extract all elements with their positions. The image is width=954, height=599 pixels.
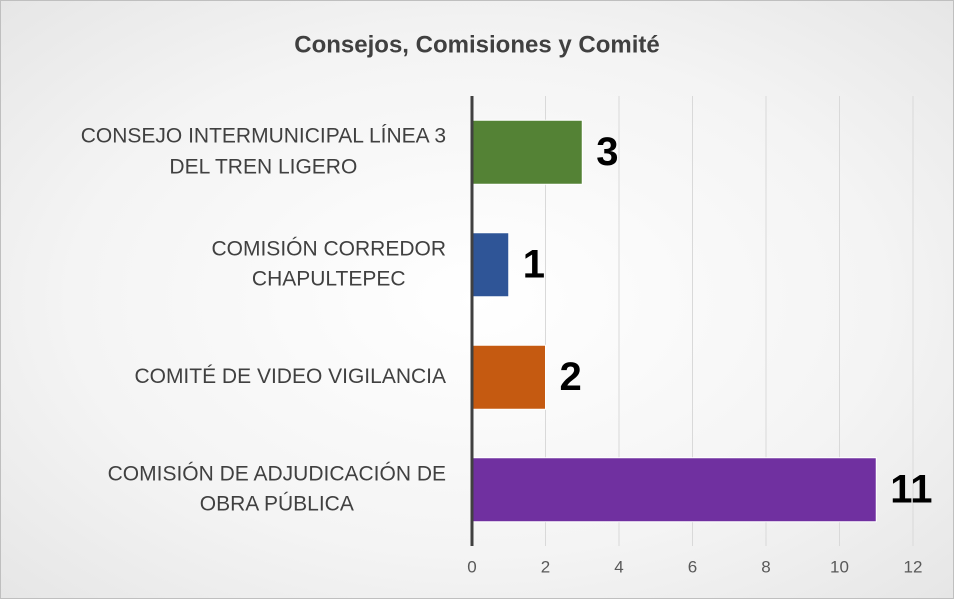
value-label: 3: [596, 130, 618, 174]
y-tick-label: COMISIÓN CORREDOR CHAPULTEPEC: [211, 237, 446, 291]
bar: [471, 344, 546, 410]
bar: [471, 457, 877, 523]
bar: [471, 119, 583, 185]
y-tick-label: COMISIÓN DE ADJUDICACIÓN DE OBRA PÚBLICA: [107, 462, 446, 516]
x-tick-label: 4: [614, 557, 623, 576]
bar: [471, 232, 510, 298]
x-tick-label: 6: [688, 557, 697, 576]
value-label: 2: [560, 355, 582, 399]
y-tick-label: CONSEJO INTERMUNICIPAL LÍNEA 3 DEL TREN …: [80, 124, 446, 179]
x-tick-label: 8: [761, 557, 770, 576]
x-tick-label: 0: [467, 557, 476, 576]
x-tick-label: 10: [830, 557, 849, 576]
value-label: 1: [523, 242, 545, 286]
y-tick-label: COMITÉ DE VIDEO VIGILANCIA: [134, 365, 446, 389]
x-tick-label: 2: [541, 557, 550, 576]
x-tick-label: 12: [904, 557, 923, 576]
value-label: 11: [890, 467, 932, 511]
chart-title: Consejos, Comisiones y Comité: [294, 31, 659, 58]
